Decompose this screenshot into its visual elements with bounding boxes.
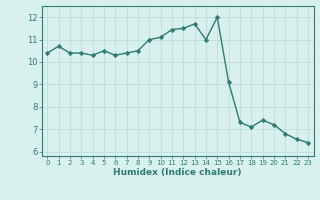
X-axis label: Humidex (Indice chaleur): Humidex (Indice chaleur) xyxy=(113,168,242,177)
